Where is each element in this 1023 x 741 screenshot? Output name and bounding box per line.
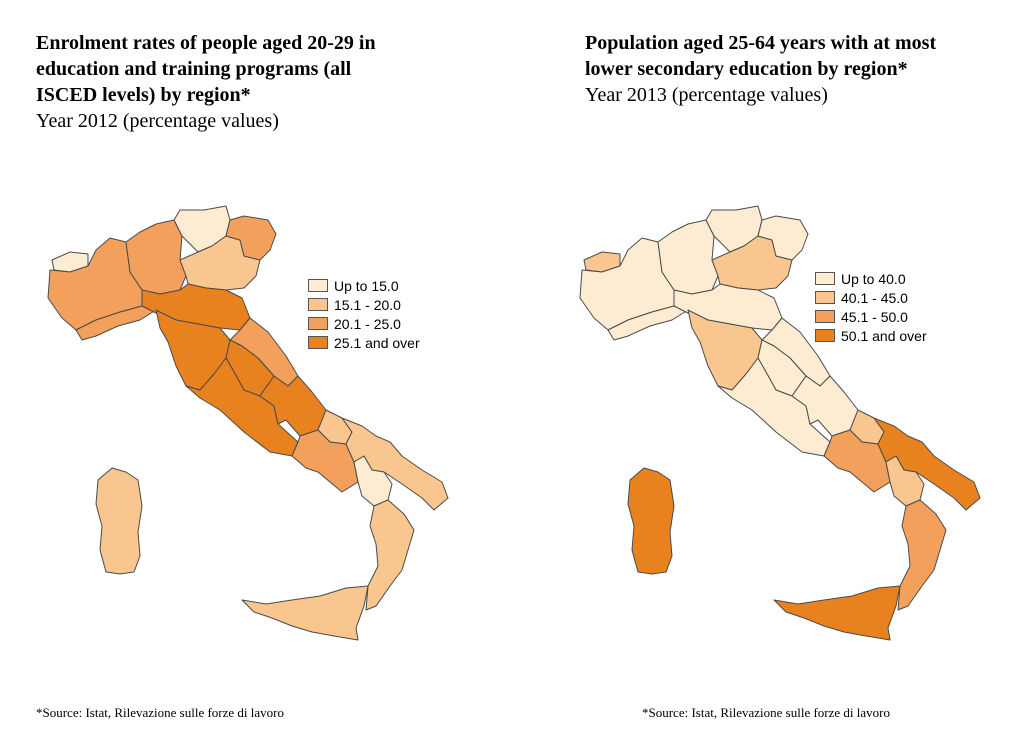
legend-label: 50.1 and over: [841, 327, 927, 344]
legend-item: 45.1 - 50.0: [815, 307, 927, 326]
source-note: *Source: Istat, Rilevazione sulle forze …: [36, 705, 285, 720]
map-title: Enrolment rates of people aged 20-29 in …: [36, 32, 376, 106]
region-sardegna: [627, 467, 675, 575]
legend: Up to 15.0 15.1 - 20.0 20.1 - 25.0 25.1 …: [308, 276, 420, 352]
italy-map: [30, 180, 460, 641]
legend-label: 45.1 - 50.0: [841, 308, 908, 325]
legend-item: 15.1 - 20.0: [308, 295, 420, 314]
legend-item: Up to 40.0: [815, 269, 927, 288]
legend-label: 20.1 - 25.0: [334, 315, 401, 332]
legend-swatch: [815, 310, 835, 323]
legend-swatch: [815, 272, 835, 285]
legend-label: 25.1 and over: [334, 334, 420, 351]
region-calabria: [897, 499, 947, 611]
source-note: *Source: Istat, Rilevazione sulle forze …: [642, 705, 891, 720]
region-calabria: [365, 499, 415, 611]
region-basilicata: [885, 455, 925, 507]
map-subtitle: Year 2012 (percentage values): [36, 110, 279, 132]
legend-label: Up to 40.0: [841, 270, 906, 287]
legend: Up to 40.0 40.1 - 45.0 45.1 - 50.0 50.1 …: [815, 269, 927, 345]
legend-swatch: [308, 298, 328, 311]
region-sicilia: [241, 585, 369, 641]
legend-swatch: [308, 336, 328, 349]
legend-label: 40.1 - 45.0: [841, 289, 908, 306]
region-puglia: [341, 417, 449, 511]
title-block: Population aged 25-64 years with at most…: [585, 30, 1015, 108]
legend-item: 20.1 - 25.0: [308, 314, 420, 333]
legend-swatch: [308, 279, 328, 292]
legend-label: Up to 15.0: [334, 277, 399, 294]
map-panel-enrolment: Enrolment rates of people aged 20-29 in …: [0, 0, 500, 741]
region-liguria: [75, 305, 157, 341]
region-friuli-venezia-giulia: [757, 215, 809, 261]
italy-map: [562, 180, 992, 641]
title-block: Enrolment rates of people aged 20-29 in …: [36, 30, 476, 134]
region-liguria: [607, 305, 689, 341]
region-friuli-venezia-giulia: [225, 215, 277, 261]
map-subtitle: Year 2013 (percentage values): [585, 84, 828, 106]
region-puglia: [873, 417, 981, 511]
region-sardegna: [95, 467, 143, 575]
legend-item: 25.1 and over: [308, 333, 420, 352]
region-sicilia: [773, 585, 901, 641]
legend-item: 40.1 - 45.0: [815, 288, 927, 307]
map-title: Population aged 25-64 years with at most…: [585, 32, 937, 80]
region-basilicata: [353, 455, 393, 507]
legend-item: Up to 15.0: [308, 276, 420, 295]
legend-swatch: [815, 291, 835, 304]
map-panel-lower-secondary: Population aged 25-64 years with at most…: [512, 0, 1012, 741]
legend-item: 50.1 and over: [815, 326, 927, 345]
legend-swatch: [815, 329, 835, 342]
legend-label: 15.1 - 20.0: [334, 296, 401, 313]
legend-swatch: [308, 317, 328, 330]
